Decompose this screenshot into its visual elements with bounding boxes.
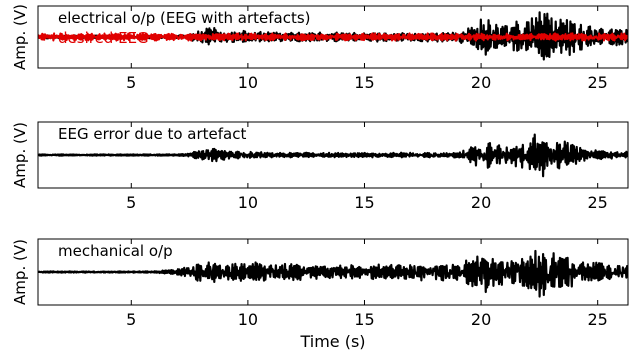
x-tick-label: 20	[471, 73, 491, 92]
y-axis-label: Amp. (V)	[11, 4, 29, 70]
x-tick-label: 15	[354, 73, 374, 92]
axes-frame	[37, 238, 629, 306]
x-tick-label: 25	[588, 310, 608, 329]
x-tick-label: 15	[354, 310, 374, 329]
chart-panel-3: 5 10 15 20 25 Amp. (V) mechanical o/p Time (s)	[11, 238, 629, 351]
annotation-2: desired EEG	[58, 29, 149, 47]
annotation-1: EEG error due to artefact	[58, 125, 246, 143]
x-tick-label: 5	[126, 310, 136, 329]
y-axis-label: Amp. (V)	[11, 239, 29, 305]
x-tick-label: 20	[471, 193, 491, 212]
x-tick-label: 5	[126, 193, 136, 212]
annotation-1: mechanical o/p	[58, 242, 173, 260]
series-line-1	[38, 133, 628, 178]
x-tick-label: 20	[471, 310, 491, 329]
annotation-1: electrical o/p (EEG with artefacts)	[58, 9, 311, 27]
x-tick-label: 10	[238, 193, 258, 212]
axes-frame	[37, 121, 629, 189]
x-tick-label: 25	[588, 73, 608, 92]
x-tick-label: 10	[238, 73, 258, 92]
y-axis-label: Amp. (V)	[11, 122, 29, 188]
chart-panel-2: 5 10 15 20 25 Amp. (V) EEG error due to artefa…	[11, 121, 629, 212]
x-tick-label: 25	[588, 193, 608, 212]
x-tick-label: 10	[238, 310, 258, 329]
chart-panel-1: 5 10 15 20 25 Amp. (V) electrical o/p (EEG wit…	[11, 4, 629, 92]
x-tick-label: 5	[126, 73, 136, 92]
x-tick-label: 15	[354, 193, 374, 212]
axes-frame	[37, 5, 629, 69]
x-axis-label: Time (s)	[299, 332, 365, 351]
series-line-1	[38, 249, 628, 298]
series-line-2	[38, 32, 628, 42]
